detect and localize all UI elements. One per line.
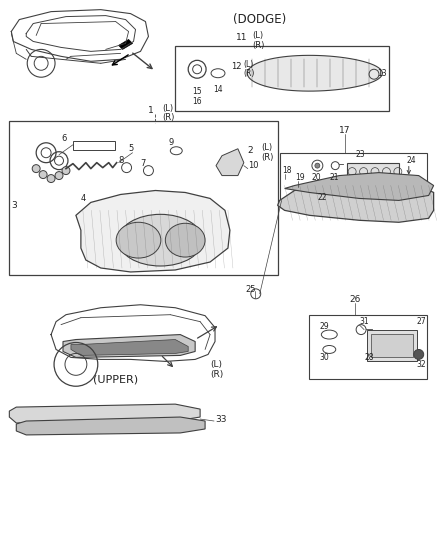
Text: (L): (L) xyxy=(262,143,273,152)
Text: (R): (R) xyxy=(252,41,264,50)
Text: 18: 18 xyxy=(283,166,292,175)
Bar xyxy=(175,46,389,111)
Circle shape xyxy=(315,183,320,188)
Text: 26: 26 xyxy=(349,295,360,304)
Text: (UPPER): (UPPER) xyxy=(93,374,138,384)
Text: 9: 9 xyxy=(168,138,173,147)
Text: 2: 2 xyxy=(248,146,254,155)
Text: (R): (R) xyxy=(244,69,255,78)
Text: 28: 28 xyxy=(364,353,374,362)
Polygon shape xyxy=(63,335,195,358)
Text: 1: 1 xyxy=(148,107,154,116)
Text: (DODGE): (DODGE) xyxy=(233,13,286,26)
Text: 4: 4 xyxy=(81,194,86,203)
Text: (L): (L) xyxy=(210,360,222,369)
Polygon shape xyxy=(9,404,200,423)
Text: 15: 15 xyxy=(192,87,202,95)
Text: 24: 24 xyxy=(407,156,417,165)
Text: 6: 6 xyxy=(61,134,67,143)
Bar xyxy=(279,153,427,207)
Text: 29: 29 xyxy=(319,322,329,331)
Text: 14: 14 xyxy=(213,85,223,94)
Text: 23: 23 xyxy=(355,150,365,159)
Polygon shape xyxy=(71,340,188,356)
Text: 21: 21 xyxy=(329,173,339,182)
Circle shape xyxy=(62,167,70,175)
Text: 16: 16 xyxy=(192,96,202,106)
Text: 7: 7 xyxy=(141,159,146,168)
Text: 25: 25 xyxy=(246,285,256,294)
Text: (R): (R) xyxy=(210,370,223,379)
Circle shape xyxy=(55,172,63,180)
Polygon shape xyxy=(216,149,244,175)
Text: 19: 19 xyxy=(296,173,305,182)
Polygon shape xyxy=(16,417,205,435)
Bar xyxy=(309,314,427,379)
Ellipse shape xyxy=(118,214,203,266)
Bar xyxy=(367,329,417,361)
Text: 33: 33 xyxy=(215,415,226,424)
Text: 27: 27 xyxy=(417,317,426,326)
Text: 22: 22 xyxy=(318,193,327,202)
Text: 11: 11 xyxy=(237,33,248,42)
Text: 30: 30 xyxy=(319,353,329,362)
Bar xyxy=(347,163,399,181)
Text: 12: 12 xyxy=(231,62,242,71)
Text: (L): (L) xyxy=(252,31,263,40)
Bar xyxy=(73,141,115,150)
Polygon shape xyxy=(76,190,230,272)
Text: 13: 13 xyxy=(377,69,387,78)
Polygon shape xyxy=(247,55,382,91)
Circle shape xyxy=(315,163,320,168)
Text: (R): (R) xyxy=(262,153,274,162)
Text: 20: 20 xyxy=(311,173,321,182)
Polygon shape xyxy=(278,183,434,222)
Text: (L): (L) xyxy=(162,103,173,112)
Circle shape xyxy=(39,171,47,179)
Polygon shape xyxy=(285,173,434,200)
Circle shape xyxy=(414,350,424,359)
Text: 32: 32 xyxy=(417,360,426,369)
Text: 31: 31 xyxy=(359,317,369,326)
Text: (R): (R) xyxy=(162,114,175,123)
Text: 5: 5 xyxy=(129,144,134,154)
Ellipse shape xyxy=(165,223,205,257)
Text: 3: 3 xyxy=(11,201,17,210)
Text: (L): (L) xyxy=(244,60,254,69)
Text: 10: 10 xyxy=(248,161,258,170)
Bar xyxy=(9,121,278,275)
Text: 8: 8 xyxy=(119,156,124,165)
Ellipse shape xyxy=(116,222,161,258)
Bar xyxy=(371,334,413,358)
Polygon shape xyxy=(119,39,133,50)
Circle shape xyxy=(32,165,40,173)
Circle shape xyxy=(47,175,55,182)
Text: 17: 17 xyxy=(339,126,351,135)
